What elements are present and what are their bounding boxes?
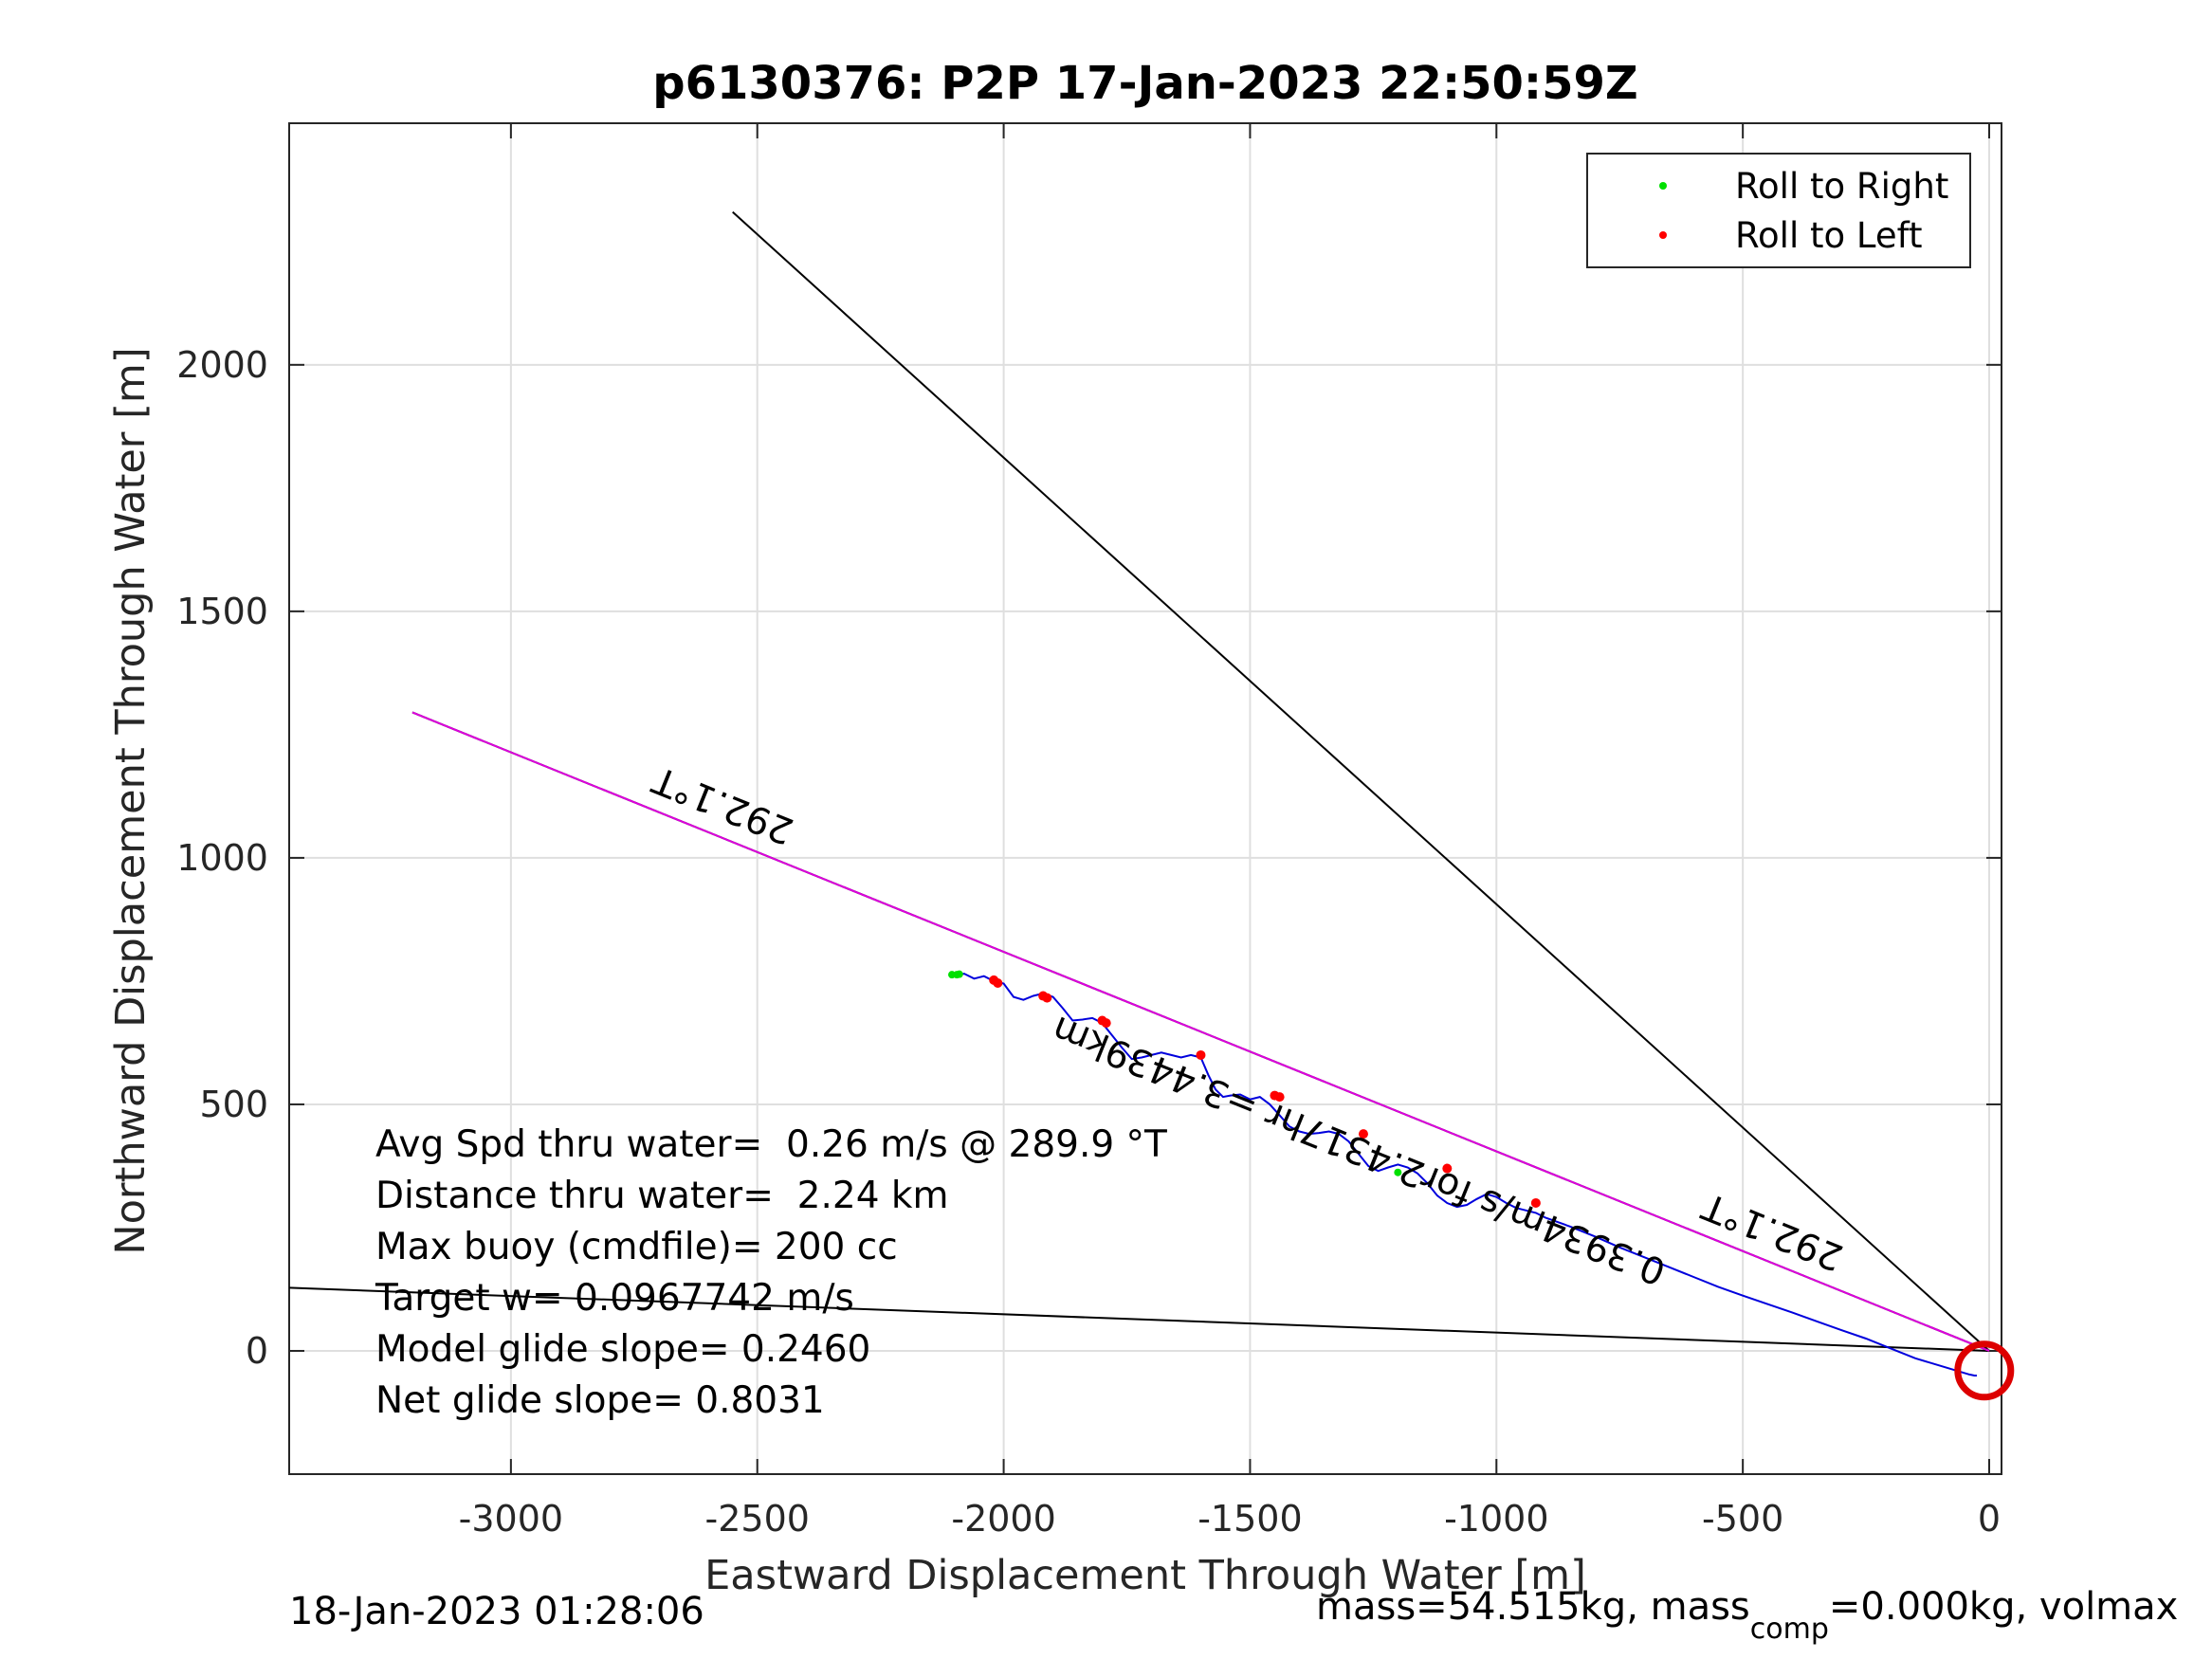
y-tick-label: 1000 (176, 837, 268, 879)
x-axis-label: Eastward Displacement Through Water [m] (704, 1552, 1586, 1599)
reference-lines (288, 210, 1990, 1352)
reference-line-4 (411, 711, 1990, 1352)
roll-left-point (1196, 1049, 1206, 1060)
roll-left-point (1358, 1129, 1368, 1139)
annotation-block: Avg Spd thru water= 0.26 m/s @ 289.9 °T … (375, 1123, 1167, 1422)
reference-line-2 (288, 1286, 1990, 1352)
legend-marker-roll-right (1659, 182, 1667, 190)
y-tick-label: 1500 (176, 591, 268, 632)
annotation-model-glide: Model glide slope= 0.2460 (375, 1328, 870, 1371)
y-tick-label: 0 (246, 1330, 268, 1372)
annotation-net-glide: Net glide slope= 0.8031 (375, 1379, 825, 1422)
grid (289, 123, 2002, 1474)
x-tick-label: -2500 (705, 1498, 810, 1540)
annotation-max-buoy: Max buoy (cmdfile)= 200 cc (375, 1226, 898, 1268)
end-loop (1954, 1340, 2015, 1401)
x-tick-label: -1000 (1444, 1498, 1548, 1540)
axes (288, 122, 2002, 1475)
roll-right-point (955, 970, 963, 978)
reference-line-1 (732, 210, 1990, 1352)
annotation-target-w: Target w= 0.0967742 m/s (375, 1277, 854, 1320)
x-tick-label: 0 (1978, 1498, 2001, 1540)
roll-right-point (1394, 1168, 1402, 1176)
y-tick-label: 500 (199, 1084, 268, 1125)
footer-mass-part1: mass=54.515kg, mass (1316, 1585, 1750, 1629)
x-tick-label: -3000 (459, 1498, 563, 1540)
track-layer (954, 973, 2015, 1401)
glider-track (954, 973, 1977, 1376)
legend-box (1586, 153, 1971, 268)
roll-left-point (1042, 993, 1052, 1003)
footer-mass-info: mass=54.515kg, masscomp=0.000kg, volmax (1316, 1585, 2178, 1646)
roll-left-point (1274, 1092, 1285, 1103)
x-tick-label: -2000 (951, 1498, 1055, 1540)
legend-label-roll-right: Roll to Right (1735, 166, 1948, 207)
axes-box (288, 122, 2002, 1475)
chart-title: p6130376: P2P 17-Jan-2023 22:50:59Z (652, 57, 1637, 110)
legend-marker-roll-left (1659, 231, 1667, 239)
roll-left-point (1101, 1018, 1111, 1029)
ticks: -3000 -2500 -2000 -1500 -1000 -500 0 0 500 1000 15… (176, 123, 2002, 1540)
legend: Roll to Right Roll to Left (1586, 153, 1971, 268)
footer-mass-part2: =0.000kg, volmax (1829, 1585, 2178, 1629)
x-tick-label: -500 (1702, 1498, 1783, 1540)
y-tick-label: 2000 (176, 344, 268, 386)
x-tick-label: -1500 (1197, 1498, 1302, 1540)
annotation-avg-speed: Avg Spd thru water= 0.26 m/s @ 289.9 °T (375, 1123, 1167, 1166)
legend-label-roll-left: Roll to Left (1735, 215, 1923, 256)
footer-mass-subscript: comp (1750, 1613, 1829, 1646)
roll-left-point (1442, 1163, 1453, 1174)
footer-timestamp: 18-Jan-2023 01:28:06 (289, 1590, 704, 1633)
roll-left-point (1530, 1197, 1541, 1208)
roll-points (948, 970, 1541, 1208)
y-axis-label: Northward Displacement Through Water [m] (107, 347, 155, 1254)
annotation-distance: Distance thru water= 2.24 km (375, 1175, 948, 1217)
roll-left-point (993, 978, 1003, 989)
